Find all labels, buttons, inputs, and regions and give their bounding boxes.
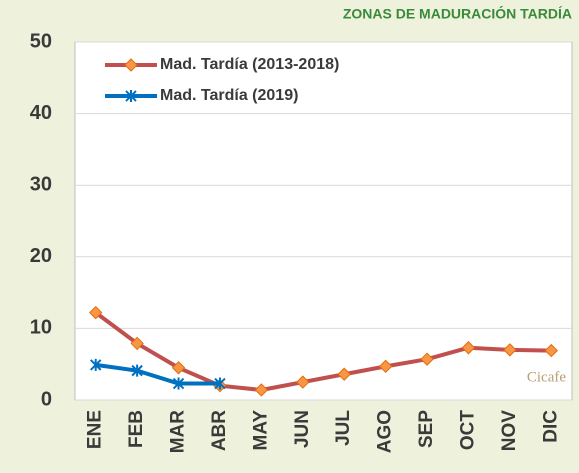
marker: [544, 343, 558, 358]
x-tick-label: JUN: [292, 410, 313, 448]
marker: [130, 336, 144, 351]
y-tick-label: 20: [30, 245, 52, 267]
x-tick-label: DIC: [540, 410, 561, 443]
chart-title: ZONAS DE MADURACIÓN TARDÍA: [343, 5, 572, 22]
legend-label: Mad. Tardía (2019): [160, 87, 298, 104]
x-tick-label: ENE: [85, 410, 106, 449]
y-tick-label: 50: [30, 30, 52, 52]
y-tick-label: 10: [30, 317, 52, 339]
y-tick-label: 40: [30, 102, 52, 124]
x-tick-label: MAY: [250, 410, 271, 451]
marker: [214, 377, 226, 390]
x-tick-label: OCT: [457, 410, 478, 451]
marker: [296, 375, 310, 389]
x-tick-label: AGO: [375, 410, 396, 453]
x-tick-label: MAR: [168, 410, 189, 454]
plot-area: [74, 41, 573, 401]
x-tick-label: FEB: [126, 410, 147, 448]
marker: [131, 364, 143, 377]
x-tick-label: SEP: [416, 410, 437, 448]
marker: [172, 377, 185, 390]
x-tick-label: ABR: [209, 410, 230, 451]
legend-label: Mad. Tardía (2013-2018): [160, 56, 339, 73]
watermark: Cicafe: [527, 369, 566, 385]
marker: [171, 361, 186, 375]
marker: [125, 90, 137, 102]
marker: [503, 343, 517, 357]
y-tick-label: 0: [41, 388, 52, 410]
marker: [89, 305, 103, 320]
marker: [337, 367, 351, 381]
series-line: [94, 311, 552, 392]
marker: [254, 383, 269, 397]
x-tick-label: JUL: [333, 410, 354, 446]
series-line: [95, 362, 220, 386]
marker: [420, 352, 434, 366]
x-tick-label: NOV: [499, 410, 520, 452]
marker: [90, 358, 102, 371]
marker: [124, 58, 138, 72]
marker: [461, 341, 476, 355]
y-tick-label: 30: [30, 173, 52, 195]
marker: [378, 359, 393, 374]
